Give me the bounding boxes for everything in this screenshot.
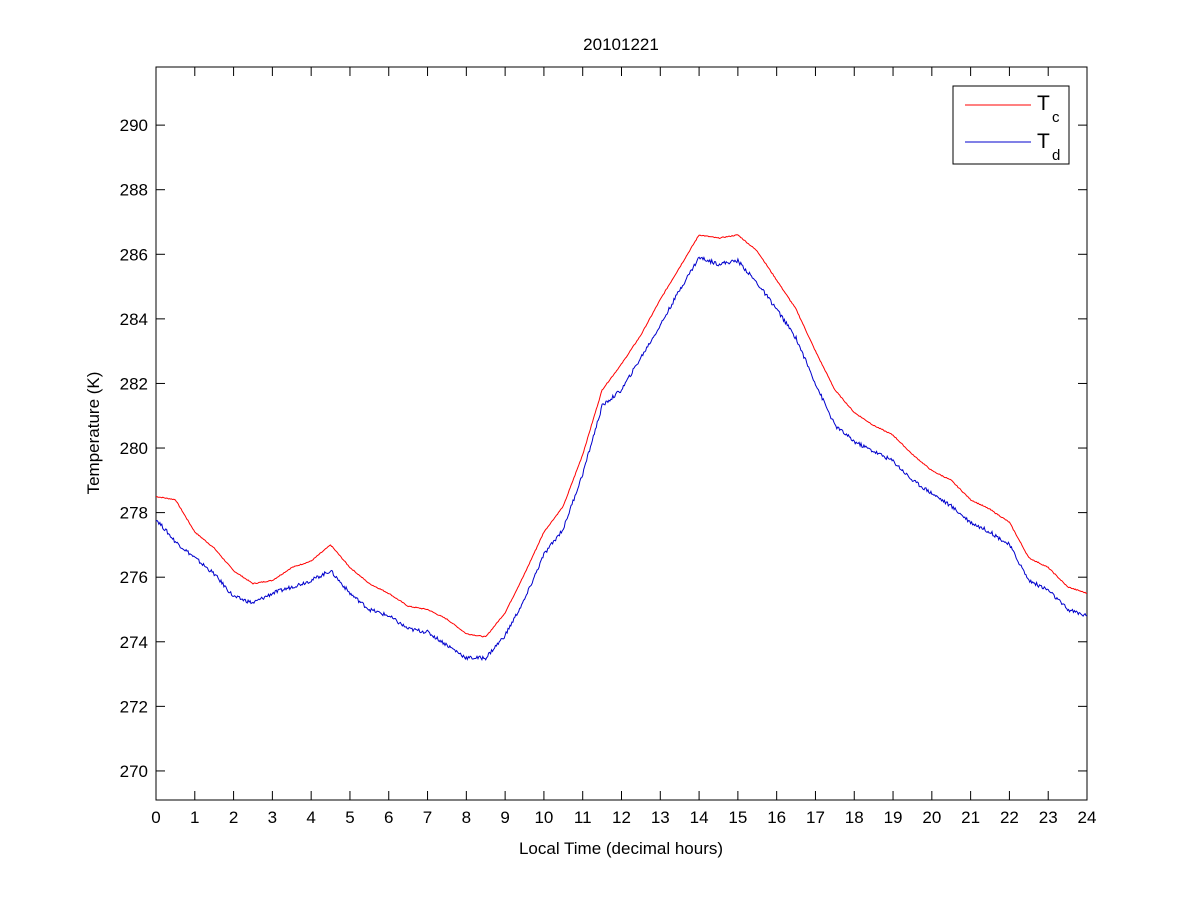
x-tick-label: 0 — [151, 808, 160, 827]
y-tick-label: 274 — [120, 633, 148, 652]
y-tick-label: 286 — [120, 245, 148, 264]
legend-label-td: T — [1037, 130, 1050, 153]
legend-label-tc: T — [1037, 92, 1050, 115]
x-tick-label: 22 — [1000, 808, 1019, 827]
chart-title: 20101221 — [583, 35, 659, 54]
x-tick-label: 17 — [806, 808, 825, 827]
y-tick-label: 290 — [120, 116, 148, 135]
y-tick-label: 276 — [120, 568, 148, 587]
y-tick-label: 272 — [120, 697, 148, 716]
x-tick-label: 23 — [1039, 808, 1058, 827]
x-tick-label: 11 — [574, 808, 592, 827]
y-tick-label: 280 — [120, 439, 148, 458]
y-tick-label: 284 — [120, 310, 148, 329]
x-tick-label: 7 — [423, 808, 432, 827]
x-tick-label: 8 — [462, 808, 471, 827]
x-tick-label: 10 — [534, 808, 553, 827]
x-tick-label: 9 — [500, 808, 509, 827]
series-line-td — [155, 256, 1088, 661]
x-axis-label: Local Time (decimal hours) — [519, 839, 723, 858]
x-tick-label: 2 — [229, 808, 238, 827]
y-tick-label: 270 — [120, 762, 148, 781]
y-axis-label: Temperature (K) — [84, 372, 103, 495]
x-tick-label: 13 — [651, 808, 670, 827]
x-tick-label: 18 — [845, 808, 864, 827]
y-tick-label: 278 — [120, 504, 148, 523]
legend-subscript-tc: c — [1052, 109, 1060, 126]
legend-subscript-td: d — [1052, 147, 1060, 164]
x-tick-label: 19 — [884, 808, 903, 827]
x-tick-label: 14 — [690, 808, 709, 827]
x-tick-label: 15 — [728, 808, 747, 827]
y-tick-label: 282 — [120, 374, 148, 393]
x-tick-label: 4 — [306, 808, 315, 827]
x-tick-label: 24 — [1078, 808, 1097, 827]
x-tick-label: 1 — [190, 808, 199, 827]
x-tick-label: 5 — [345, 808, 354, 827]
x-tick-label: 3 — [268, 808, 277, 827]
series-line-tc — [155, 234, 1087, 638]
y-tick-label: 288 — [120, 181, 148, 200]
x-tick-label: 16 — [767, 808, 786, 827]
x-tick-label: 21 — [961, 808, 980, 827]
plot-area — [155, 66, 1088, 801]
legend-box — [952, 85, 1070, 165]
x-tick-label: 20 — [922, 808, 941, 827]
legend: T c T d — [952, 85, 1070, 165]
x-tick-label: 12 — [612, 808, 631, 827]
x-tick-label: 6 — [384, 808, 393, 827]
